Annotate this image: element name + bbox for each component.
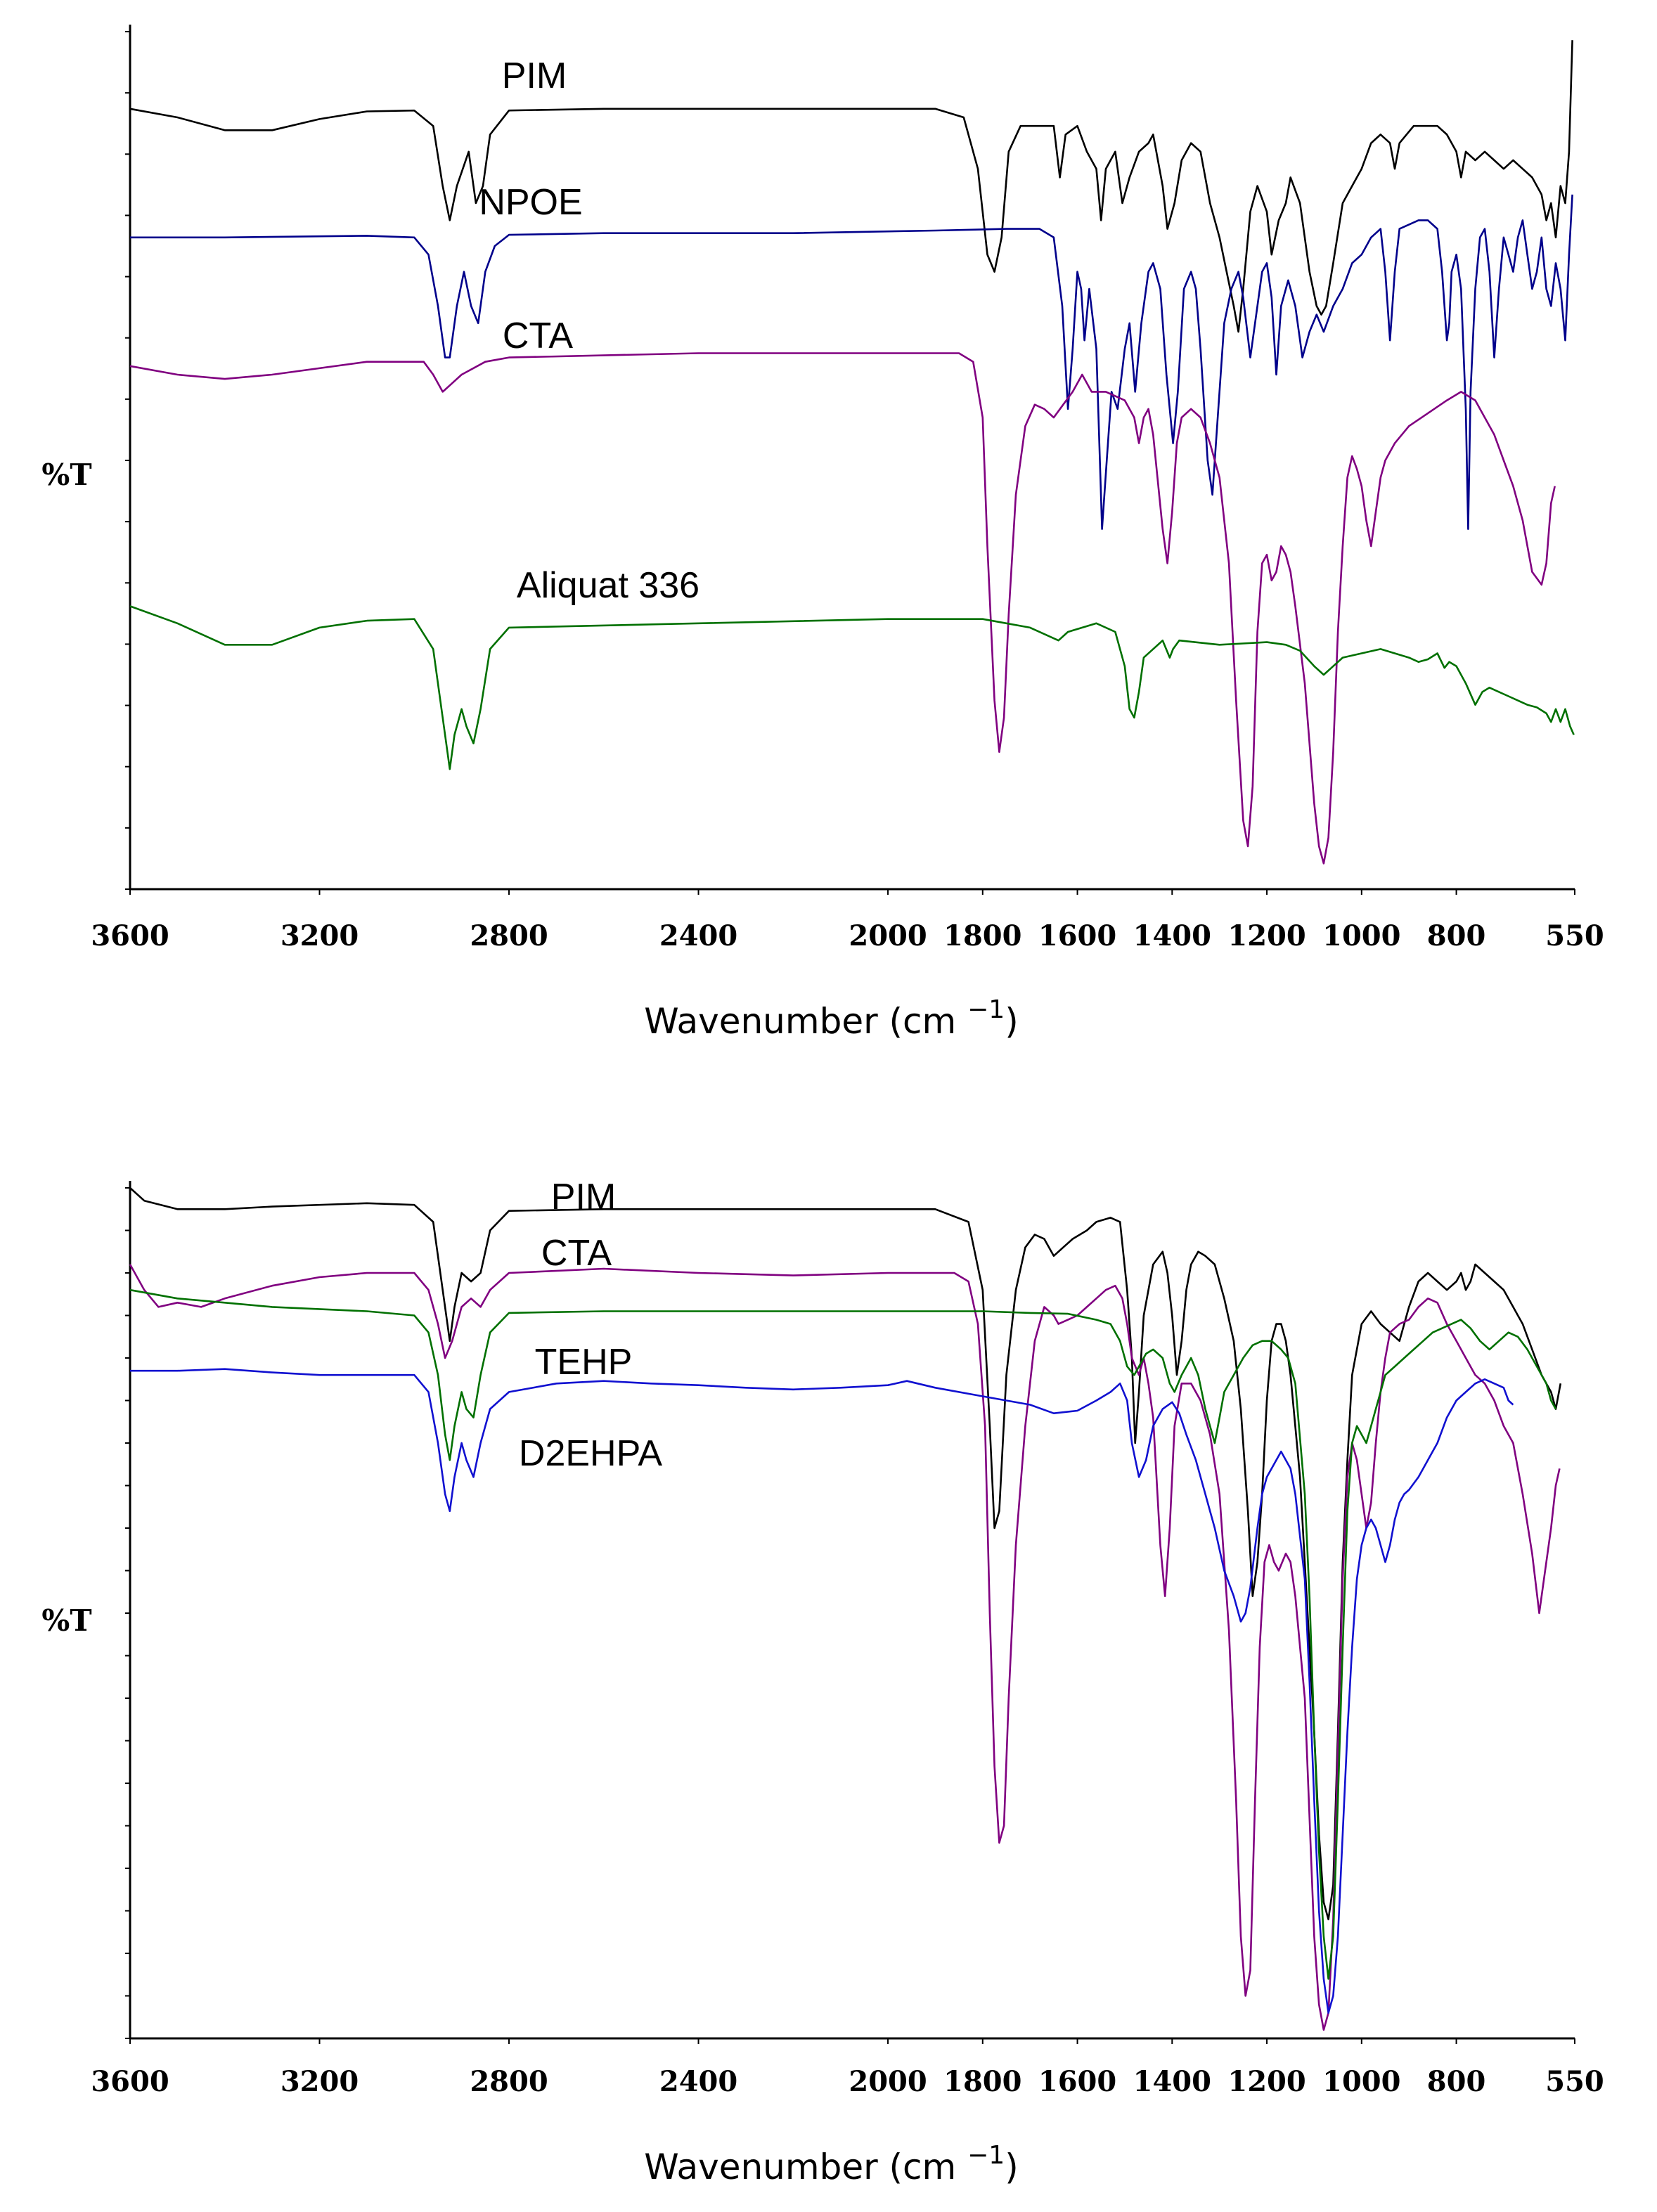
x-tick-label-2400: 2400 (659, 919, 737, 952)
x-tick-label-1000: 1000 (1322, 2065, 1400, 2098)
series-label-pim: PIM (551, 1177, 616, 1217)
x-tick-label-2400: 2400 (659, 2065, 737, 2098)
x-tick-label-3600: 3600 (91, 2065, 169, 2098)
x-tick-label-800: 800 (1427, 2065, 1486, 2098)
trace-tehp (129, 1288, 1557, 1980)
x-tick-label-2800: 2800 (470, 2065, 548, 2098)
x-tick-label-1000: 1000 (1322, 919, 1400, 952)
trace-npoe (130, 194, 1573, 530)
trace-aliquat-336 (129, 605, 1575, 770)
x-axis-label: Wavenumber (cm −1) (644, 995, 1018, 1042)
bottom-ftir-panel: 3600 3200 2800 2400 2000 1800 1600 1400 1200 1000… (41, 1177, 1604, 2187)
series-label-aliquat-336: Aliquat 336 (517, 565, 699, 606)
x-tick-label-1800: 1800 (943, 919, 1021, 952)
series-label-cta: CTA (503, 316, 573, 356)
x-tick-label-2800: 2800 (470, 919, 548, 952)
trace-d2ehpa (130, 1368, 1514, 2014)
x-tick-label-1600: 1600 (1038, 2065, 1116, 2098)
x-tick-label-3200: 3200 (281, 2065, 359, 2098)
series-label-pim: PIM (502, 56, 567, 96)
trace-cta (129, 352, 1556, 865)
x-tick-label-2000: 2000 (849, 2065, 927, 2098)
x-tick-label-2000: 2000 (849, 919, 927, 952)
series-label-cta: CTA (541, 1233, 612, 1274)
series-label-d2ehpa: D2EHPA (519, 1433, 663, 1474)
y-axis-label: %T (41, 1603, 91, 1638)
x-tick-label-1600: 1600 (1038, 919, 1116, 952)
trace-pim (129, 40, 1573, 333)
series-label-npoe: NPOE (479, 182, 582, 223)
x-tick-label-1400: 1400 (1133, 2065, 1211, 2098)
x-tick-label-550: 550 (1545, 2065, 1604, 2098)
x-tick-label-1400: 1400 (1133, 919, 1211, 952)
x-tick-label-3200: 3200 (281, 919, 359, 952)
trace-pim (129, 1187, 1562, 1920)
top-ftir-panel: 3600 3200 2800 2400 2000 1800 1600 1400 1200 1000… (41, 25, 1604, 1042)
y-axis-label: %T (41, 458, 91, 492)
x-tick-label-1800: 1800 (943, 2065, 1021, 2098)
trace-cta (129, 1264, 1561, 2031)
x-tick-label-550: 550 (1545, 919, 1604, 952)
x-tick-label-800: 800 (1427, 919, 1486, 952)
series-label-tehp: TEHP (535, 1342, 633, 1383)
x-tick-label-3600: 3600 (91, 919, 169, 952)
x-tick-label-1200: 1200 (1227, 2065, 1305, 2098)
x-axis-label: Wavenumber (cm −1) (644, 2141, 1018, 2187)
x-tick-label-1200: 1200 (1227, 919, 1305, 952)
